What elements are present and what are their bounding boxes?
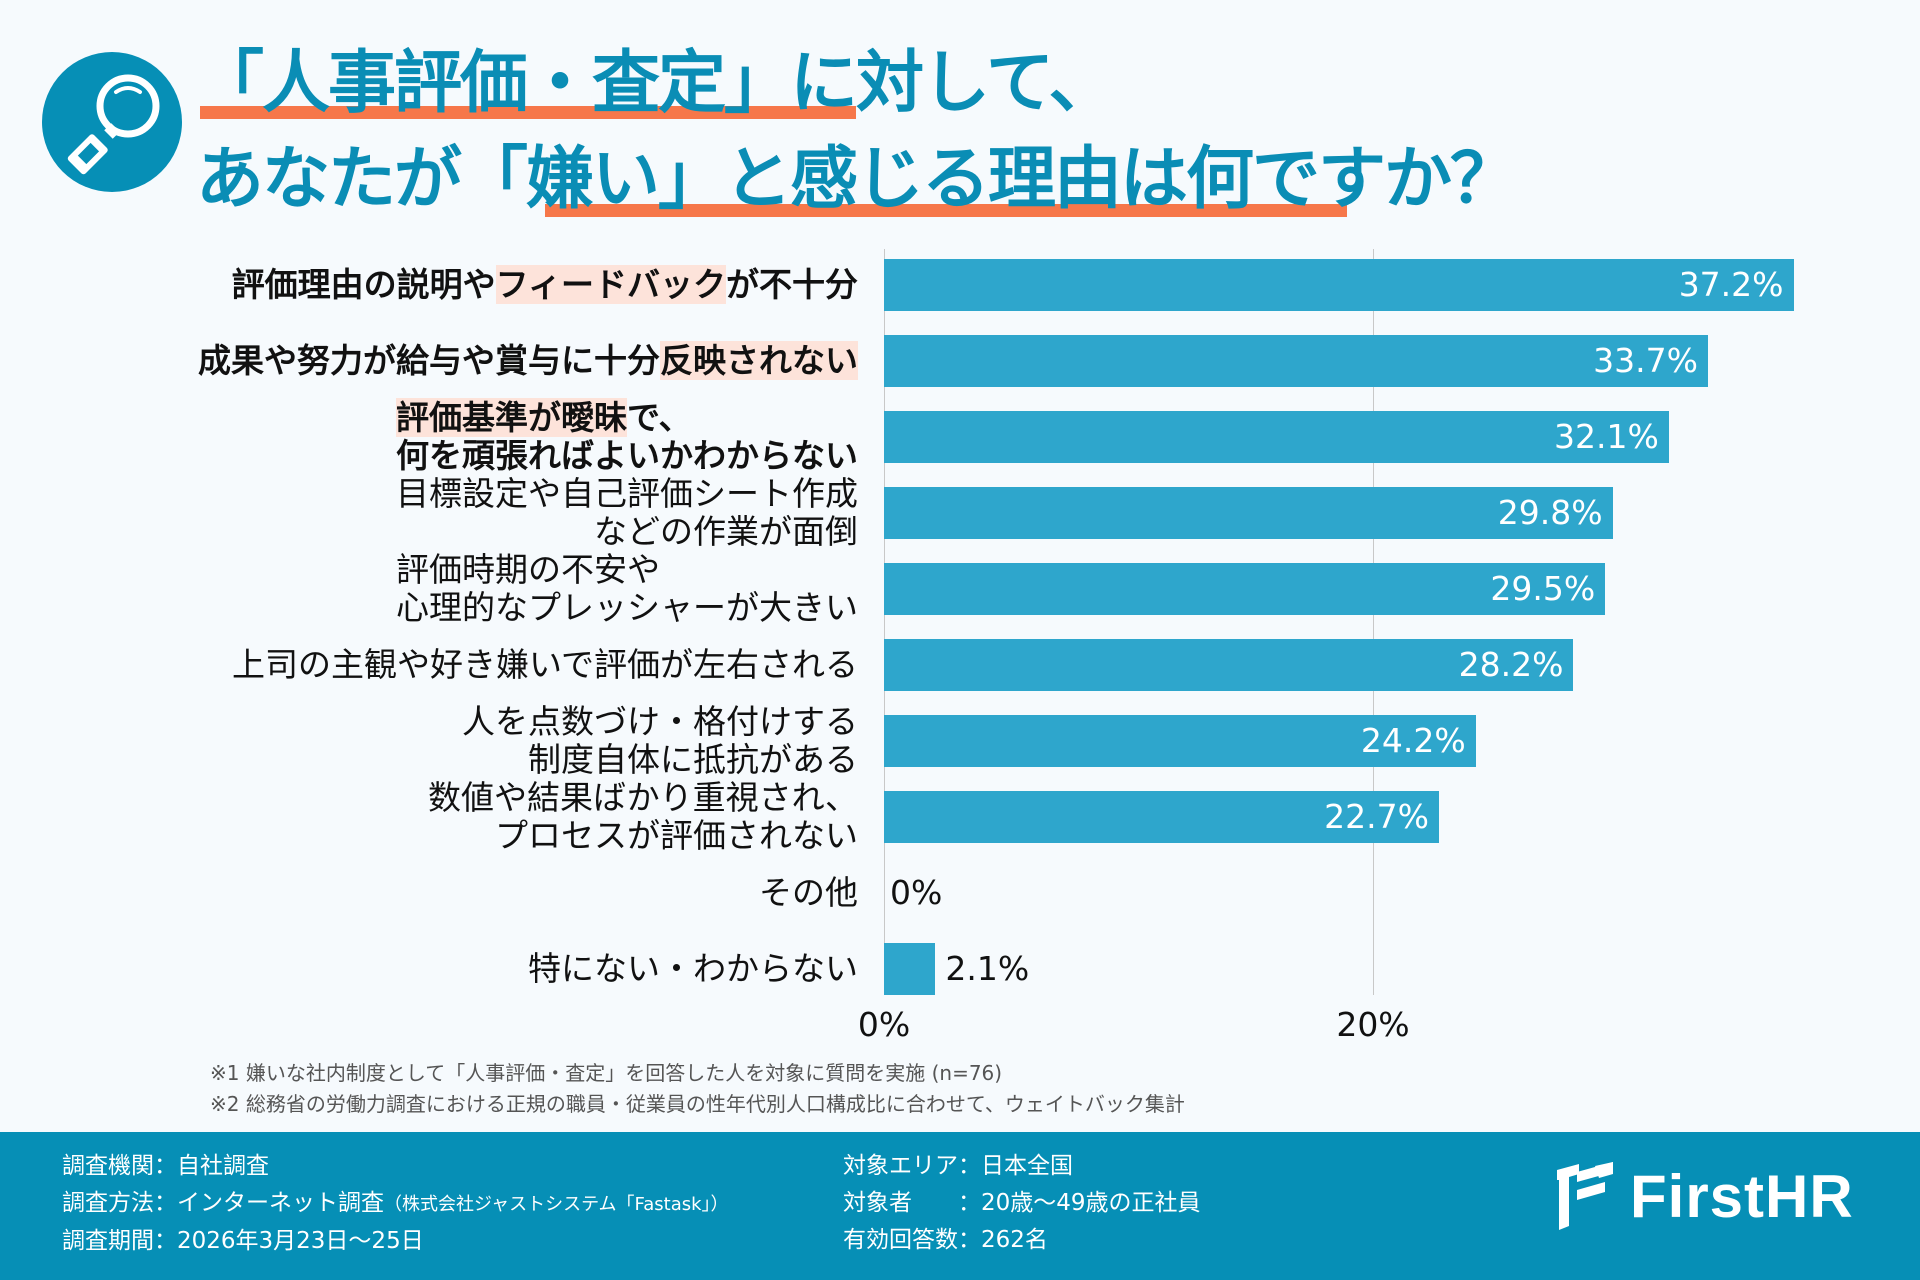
- value-label: 29.5%: [1490, 569, 1596, 608]
- category-label-line: その他: [759, 874, 858, 912]
- value-label: 2.1%: [945, 949, 1030, 988]
- value-label: 32.1%: [1554, 417, 1659, 456]
- survey-info-left: 調査機関：自社調査 調査方法：インターネット調査（株式会社ジャストシステム「Fa…: [62, 1148, 729, 1260]
- category-label: 目標設定や自己評価シート作成 などの作業が面倒: [396, 475, 858, 551]
- bar: [884, 639, 1574, 691]
- survey-responses: 有効回答数：262名: [843, 1227, 1048, 1253]
- x-tick-label: 20%: [1336, 1005, 1410, 1044]
- survey-info-right: 対象エリア：日本全国 対象者 ：20歳〜49歳の正社員 有効回答数：262名: [843, 1148, 1201, 1259]
- value-label: 28.2%: [1458, 645, 1564, 684]
- category-label-line: 上司の主観や好き嫌いで評価が左右される: [232, 646, 858, 684]
- value-label: 33.7%: [1593, 341, 1698, 380]
- label-text: 数値や結果ばかり重視され、: [428, 778, 858, 817]
- title-line-2: あなたが「嫌い」と感じる理由は何ですか？: [196, 132, 1518, 228]
- category-label: 評価基準が曖昧で、 何を頑張ればよいかわからない: [396, 398, 858, 475]
- value-label: 24.2%: [1360, 721, 1466, 760]
- label-text: 何を頑張ればよいかわからない: [396, 436, 858, 475]
- category-label-line: 数値や結果ばかり重視され、: [428, 779, 858, 817]
- title-line-1: 「人事評価・査定」に対して、: [196, 36, 1516, 132]
- category-label: 特にない・わからない: [528, 950, 858, 988]
- title-text-2: あなたが「嫌い」と感じる理由は何ですか？: [196, 140, 1518, 219]
- value-label: 37.2%: [1678, 265, 1784, 304]
- value-label: 22.7%: [1324, 797, 1429, 836]
- label-text: 評価時期の不安や: [396, 550, 660, 589]
- category-label-line: などの作業が面倒: [396, 513, 858, 551]
- label-text: などの作業が面倒: [594, 512, 858, 551]
- label-text: 評価理由の説明や: [231, 265, 496, 304]
- survey-method: 調査方法：インターネット調査（株式会社ジャストシステム「Fastask」）: [62, 1190, 729, 1216]
- survey-period: 調査期間：2026年3月23日〜25日: [62, 1228, 424, 1254]
- value-label: 0%: [890, 873, 943, 912]
- label-text: プロセスが評価されない: [495, 816, 858, 855]
- bar: [884, 335, 1708, 387]
- category-label: 人を点数づけ・格付けする 制度自体に抵抗がある: [462, 703, 858, 779]
- label-text: で、: [627, 398, 692, 437]
- highlighted-text: 反映されない: [660, 341, 858, 380]
- category-label-line: 心理的なプレッシャーが大きい: [396, 589, 858, 627]
- category-label: 評価時期の不安や 心理的なプレッシャーが大きい: [396, 551, 858, 627]
- gridline-0: [884, 249, 885, 995]
- label-text: 上司の主観や好き嫌いで評価が左右される: [231, 645, 858, 684]
- category-label-line: プロセスが評価されない: [428, 817, 858, 855]
- survey-info-footer: 調査機関：自社調査 調査方法：インターネット調査（株式会社ジャストシステム「Fa…: [0, 1132, 1920, 1280]
- footnote-2: ※2 総務省の労働力調査における正規の職員・従業員の性年代別人口構成比に合わせて…: [210, 1092, 1185, 1116]
- bar: [884, 259, 1794, 311]
- category-label-line: 何を頑張ればよいかわからない: [396, 437, 858, 475]
- logo-text: FirstHR: [1630, 1163, 1854, 1230]
- bar-chart: 0% 20% 37.2% 評価理由の説明やフィードバックが不十分 33.7% 成果や努力が…: [198, 249, 1794, 1044]
- survey-target: 対象者 ：20歳〜49歳の正社員: [843, 1190, 1201, 1216]
- label-text: 特にない・わからない: [528, 949, 858, 988]
- x-tick-label: 0%: [857, 1005, 911, 1044]
- category-label-line: 成果や努力が給与や賞与に十分反映されない: [198, 341, 858, 380]
- bar: [884, 563, 1606, 615]
- survey-area: 対象エリア：日本全国: [843, 1153, 1073, 1179]
- category-label-line: 目標設定や自己評価シート作成: [396, 475, 858, 513]
- highlighted-text: 評価基準が曖昧: [396, 398, 627, 437]
- label-text: 目標設定や自己評価シート作成: [396, 474, 858, 513]
- title-underline-2: [545, 204, 1347, 217]
- category-label-line: 特にない・わからない: [528, 950, 858, 988]
- category-label: 評価理由の説明やフィードバックが不十分: [231, 265, 858, 304]
- label-text: 人を点数づけ・格付けする: [462, 702, 858, 741]
- label-text: その他: [759, 873, 858, 912]
- bar: [884, 943, 936, 995]
- page-title: 「人事評価・査定」に対して、 あなたが「嫌い」と感じる理由は何ですか？: [196, 36, 1518, 228]
- label-text: 成果や努力が給与や賞与に十分: [198, 341, 660, 380]
- survey-agency: 調査機関：自社調査: [62, 1153, 269, 1179]
- category-label: 上司の主観や好き嫌いで評価が左右される: [232, 646, 858, 684]
- highlighted-text: フィードバック: [495, 265, 726, 304]
- category-label-line: 人を点数づけ・格付けする: [462, 703, 858, 741]
- value-label: 29.8%: [1497, 493, 1603, 532]
- category-label-line: 評価理由の説明やフィードバックが不十分: [231, 265, 858, 304]
- label-text: 制度自体に抵抗がある: [528, 740, 858, 779]
- footnotes: ※1 嫌いな社内制度として「人事評価・査定」を回答した人を対象に質問を実施 (n…: [210, 1058, 1185, 1120]
- firsthr-mark-icon: [1557, 1162, 1613, 1230]
- category-label-line: 制度自体に抵抗がある: [462, 741, 858, 779]
- category-label: 数値や結果ばかり重視され、 プロセスが評価されない: [428, 779, 858, 855]
- bar: [884, 715, 1476, 767]
- firsthr-logo: FirstHR: [1555, 1160, 1853, 1240]
- label-text: 心理的なプレッシャーが大きい: [396, 588, 858, 627]
- bar: [884, 411, 1669, 463]
- label-text: が不十分: [726, 265, 858, 304]
- footnote-1: ※1 嫌いな社内制度として「人事評価・査定」を回答した人を対象に質問を実施 (n…: [210, 1061, 1003, 1085]
- category-label: その他: [759, 874, 858, 912]
- bar: [884, 487, 1613, 539]
- category-label: 成果や努力が給与や賞与に十分反映されない: [198, 341, 858, 380]
- title-text-1: 「人事評価・査定」に対して、: [196, 44, 1117, 123]
- title-underline-1: [200, 106, 856, 119]
- category-label-line: 評価時期の不安や: [396, 551, 858, 589]
- bar: [884, 791, 1439, 843]
- magnifier-icon: [42, 52, 182, 192]
- gridline-20: [1373, 249, 1374, 995]
- category-label-line: 評価基準が曖昧で、: [396, 398, 858, 437]
